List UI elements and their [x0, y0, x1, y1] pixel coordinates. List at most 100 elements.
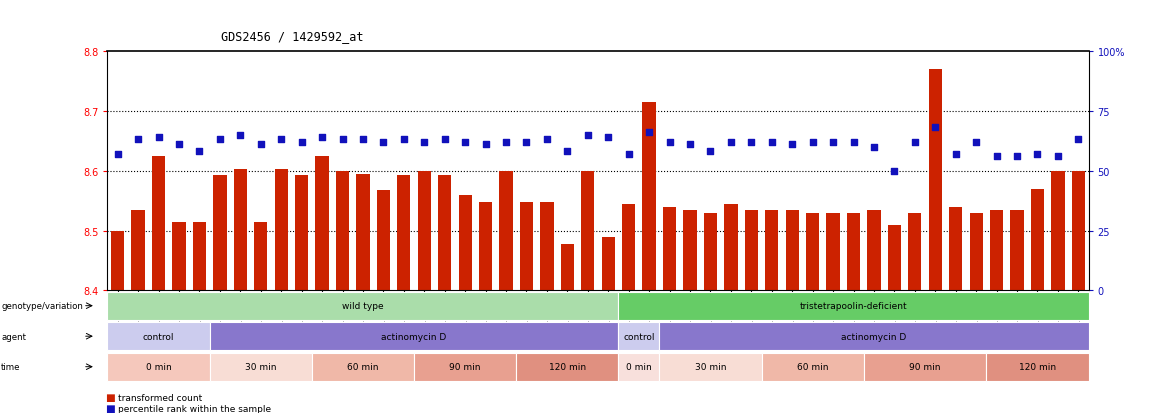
Point	[558, 149, 577, 155]
Bar	[541, 202, 554, 291]
Point	[578, 132, 597, 139]
Bar	[582, 171, 595, 291]
Bar	[1010, 210, 1023, 291]
Text: tristetrapoolin-deficient: tristetrapoolin-deficient	[800, 301, 908, 311]
Bar	[255, 222, 267, 291]
Point	[1028, 151, 1047, 158]
Text: 30 min: 30 min	[695, 362, 726, 371]
Bar	[111, 231, 124, 291]
Bar	[745, 210, 758, 291]
Text: actinomycin D: actinomycin D	[841, 332, 906, 341]
Bar	[847, 213, 860, 291]
Point	[599, 134, 618, 141]
Point	[905, 139, 924, 146]
Text: wild type: wild type	[342, 301, 384, 311]
Bar	[765, 210, 778, 291]
Bar	[659, 353, 762, 381]
Bar	[210, 353, 312, 381]
Bar	[1051, 171, 1064, 291]
Bar	[438, 176, 451, 291]
Text: 120 min: 120 min	[1018, 362, 1056, 371]
Text: 60 min: 60 min	[797, 362, 828, 371]
Bar	[623, 204, 635, 291]
Point	[374, 139, 392, 146]
Point	[864, 144, 883, 151]
Text: agent: agent	[1, 332, 26, 341]
Point	[272, 137, 291, 143]
Bar	[210, 323, 618, 350]
Point	[190, 149, 209, 155]
Point	[436, 137, 454, 143]
Bar	[602, 237, 614, 291]
Bar	[107, 353, 210, 381]
Point	[946, 151, 965, 158]
Bar	[724, 204, 737, 291]
Bar	[516, 353, 618, 381]
Text: 0 min: 0 min	[626, 362, 652, 371]
Point	[619, 151, 638, 158]
Bar	[683, 210, 696, 291]
Bar	[704, 213, 717, 291]
Point	[150, 134, 168, 141]
Bar	[173, 222, 186, 291]
Bar	[520, 202, 533, 291]
Bar	[1072, 171, 1085, 291]
Bar	[806, 213, 819, 291]
Bar	[827, 213, 840, 291]
Bar	[418, 171, 431, 291]
Point	[395, 137, 413, 143]
Point	[354, 137, 373, 143]
Point	[313, 134, 332, 141]
Bar	[413, 353, 516, 381]
Text: 90 min: 90 min	[910, 362, 940, 371]
Point	[1069, 137, 1087, 143]
Bar	[356, 174, 369, 291]
Point	[251, 142, 270, 148]
Bar	[107, 292, 618, 320]
Point	[742, 139, 760, 146]
Bar	[786, 210, 799, 291]
Bar	[132, 210, 145, 291]
Text: time: time	[1, 362, 21, 371]
Point	[456, 139, 474, 146]
Point	[496, 139, 515, 146]
Point	[763, 139, 781, 146]
Bar	[868, 210, 881, 291]
Text: percentile rank within the sample: percentile rank within the sample	[118, 404, 271, 413]
Bar	[909, 213, 922, 291]
Point	[844, 139, 863, 146]
Point	[660, 139, 679, 146]
Bar	[950, 207, 962, 291]
Point	[1008, 154, 1027, 160]
Text: control: control	[624, 332, 654, 341]
Bar	[214, 176, 227, 291]
Bar	[312, 353, 413, 381]
Bar	[762, 353, 863, 381]
Point	[783, 142, 801, 148]
Bar	[479, 202, 492, 291]
Point	[804, 139, 822, 146]
Text: control: control	[142, 332, 174, 341]
Point	[537, 137, 556, 143]
Text: 90 min: 90 min	[450, 362, 481, 371]
Bar	[929, 69, 941, 291]
Bar	[336, 171, 349, 291]
Text: actinomycin D: actinomycin D	[382, 332, 446, 341]
Point	[415, 139, 433, 146]
Point	[231, 132, 250, 139]
Bar	[619, 292, 1089, 320]
Bar	[863, 353, 986, 381]
Point	[333, 137, 352, 143]
Text: ■: ■	[105, 392, 114, 402]
Point	[967, 139, 986, 146]
Bar	[152, 156, 165, 291]
Bar	[619, 353, 659, 381]
Point	[1049, 154, 1068, 160]
Bar	[663, 207, 676, 291]
Point	[169, 142, 188, 148]
Point	[640, 130, 659, 136]
Text: 120 min: 120 min	[549, 362, 586, 371]
Bar	[619, 323, 659, 350]
Text: GDS2456 / 1429592_at: GDS2456 / 1429592_at	[221, 31, 363, 43]
Point	[701, 149, 719, 155]
